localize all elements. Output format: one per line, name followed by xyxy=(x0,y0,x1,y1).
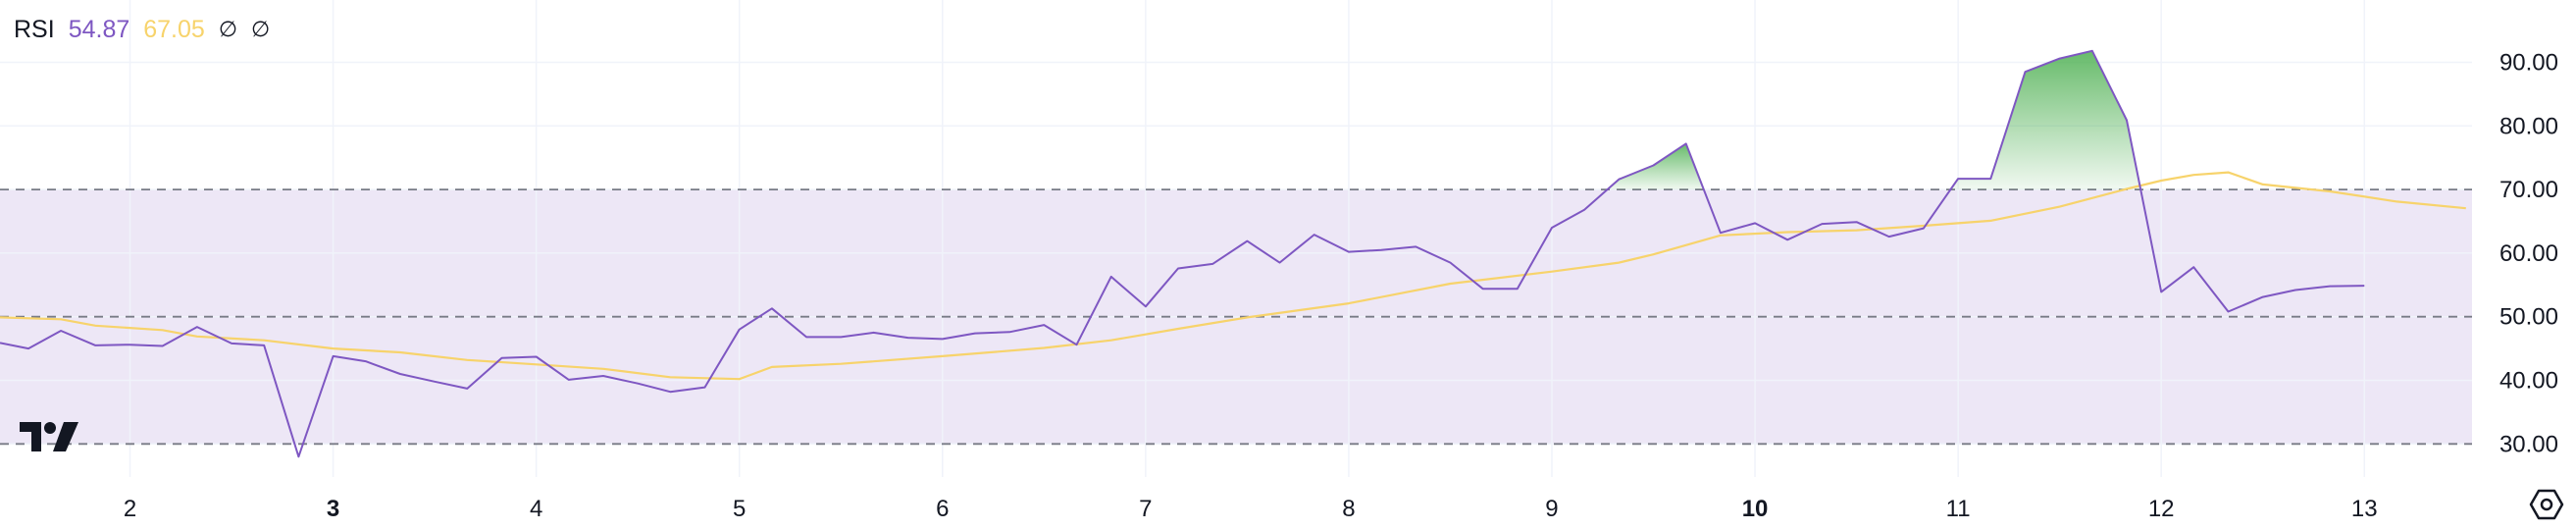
x-axis-ticks: 2 3 4 5 6 7 8 9 10 11 12 13 xyxy=(124,496,2378,522)
y-axis-ticks: 30.00 40.00 50.00 60.00 70.00 80.00 90.00 xyxy=(2499,50,2558,458)
rsi-ma-line xyxy=(0,171,2466,381)
x-tick-label: 7 xyxy=(1139,496,1152,522)
overbought-area xyxy=(1607,143,1704,190)
x-tick-label: 4 xyxy=(530,496,542,522)
x-tick-label: 10 xyxy=(1742,496,1769,522)
y-tick-label: 30.00 xyxy=(2499,431,2558,457)
rsi-level-lines xyxy=(0,188,2472,446)
x-tick-label: 6 xyxy=(936,496,949,522)
y-tick-label: 60.00 xyxy=(2499,240,2558,267)
settings-icon[interactable] xyxy=(2529,487,2564,522)
y-tick-label: 70.00 xyxy=(2499,177,2558,203)
na-value-1: ∅ xyxy=(218,17,237,41)
x-tick-label: 9 xyxy=(1545,496,1558,522)
x-tick-label: 8 xyxy=(1342,496,1355,522)
x-tick-label: 2 xyxy=(124,496,136,522)
rsi-line xyxy=(0,49,2365,458)
indicator-name: RSI xyxy=(14,15,55,43)
na-value-2: ∅ xyxy=(250,17,271,41)
x-tick-label: 5 xyxy=(733,496,746,522)
y-tick-label: 90.00 xyxy=(2499,50,2558,77)
rsi-ma-value: 67.05 xyxy=(143,15,205,43)
overbought-fill xyxy=(1607,50,2141,190)
indicator-legend[interactable]: RSI 54.87 67.05 ∅ ∅ xyxy=(14,10,270,49)
overbought-area xyxy=(1950,50,2141,190)
y-tick-label: 80.00 xyxy=(2499,113,2558,139)
x-tick-label: 3 xyxy=(327,496,339,522)
x-tick-label: 13 xyxy=(2351,496,2378,522)
x-tick-label: 11 xyxy=(1946,496,1971,522)
y-tick-label: 50.00 xyxy=(2499,304,2558,331)
tradingview-logo-icon[interactable] xyxy=(18,418,80,453)
rsi-value: 54.87 xyxy=(68,15,130,43)
x-tick-label: 12 xyxy=(2148,496,2175,522)
y-tick-label: 40.00 xyxy=(2499,368,2558,395)
